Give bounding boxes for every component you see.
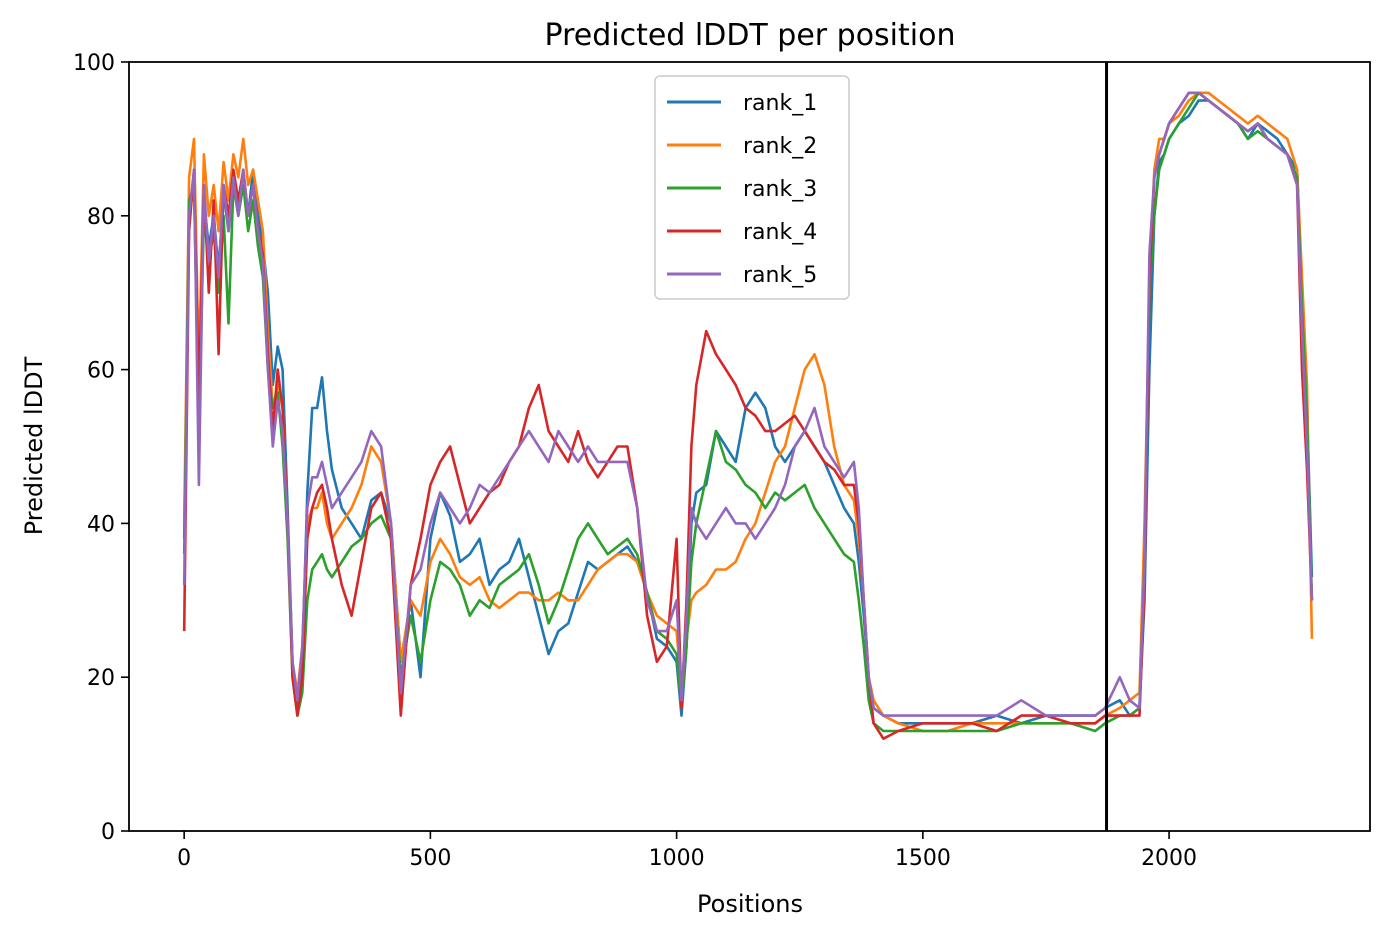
x-axis-label: Positions — [697, 890, 803, 918]
x-tick-label: 1500 — [895, 846, 951, 871]
y-tick-label: 100 — [73, 51, 115, 76]
legend-label: rank_4 — [743, 220, 817, 245]
legend-label: rank_2 — [743, 134, 817, 159]
y-tick-label: 80 — [87, 205, 115, 230]
plot-series-group — [182, 91, 1314, 740]
x-tick-label: 1000 — [649, 846, 705, 871]
legend-label: rank_5 — [743, 263, 817, 288]
x-tick-label: 0 — [177, 846, 191, 871]
legend-box — [654, 75, 850, 300]
y-tick-label: 60 — [87, 359, 115, 384]
x-tick-label: 500 — [409, 846, 451, 871]
legend-label: rank_1 — [743, 91, 817, 116]
y-axis-label: Predicted lDDT — [20, 356, 48, 535]
series-line-rank_5 — [182, 91, 1314, 717]
chart-title: Predicted lDDT per position — [545, 18, 956, 53]
y-axis-ticks: 0 20 40 60 80 100 — [73, 51, 129, 845]
x-tick-label: 2000 — [1141, 846, 1197, 871]
legend-label: rank_3 — [743, 177, 817, 202]
x-axis-ticks: 0 500 1000 1500 2000 — [177, 831, 1197, 871]
y-tick-label: 20 — [87, 666, 115, 691]
plot-frame — [128, 61, 1371, 832]
y-tick-label: 0 — [101, 820, 115, 845]
legend: rank_1 rank_2 rank_3 rank_4 rank_5 — [654, 75, 850, 300]
y-tick-label: 40 — [87, 512, 115, 537]
